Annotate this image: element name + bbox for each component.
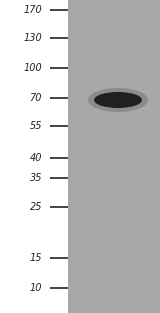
Text: 70: 70: [29, 93, 42, 103]
Text: 15: 15: [29, 253, 42, 263]
Ellipse shape: [88, 88, 148, 112]
Ellipse shape: [94, 92, 142, 108]
Text: 55: 55: [29, 121, 42, 131]
Text: 10: 10: [29, 283, 42, 293]
Text: 170: 170: [23, 5, 42, 15]
Text: 35: 35: [29, 173, 42, 183]
Text: 100: 100: [23, 63, 42, 73]
Text: 25: 25: [29, 202, 42, 212]
Text: 130: 130: [23, 33, 42, 43]
Bar: [68, 0, 160, 313]
Text: 40: 40: [29, 153, 42, 163]
